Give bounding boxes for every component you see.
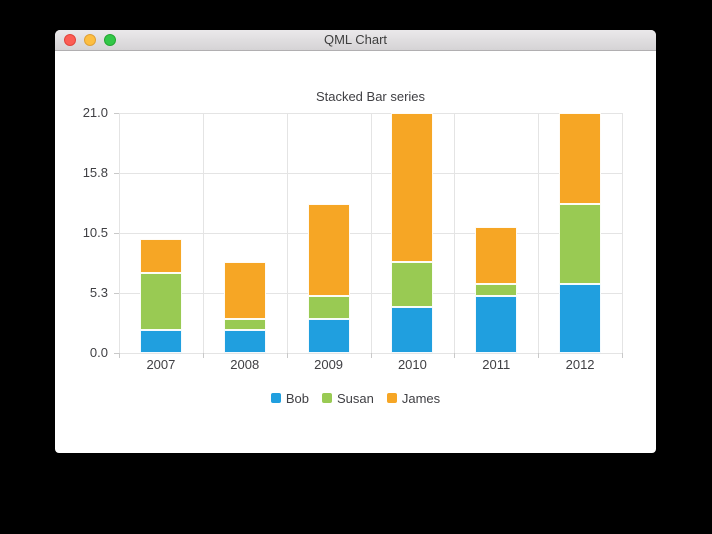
legend-item-bob[interactable]: Bob [271,391,309,406]
bar-segment-2012-bob [559,284,601,353]
v-gridline [538,113,539,353]
x-axis-tick [622,353,623,358]
x-tick-label: 2009 [287,357,371,372]
bar-segment-2010-james [391,113,433,262]
y-tick-label: 21.0 [69,105,108,120]
bar-segment-2007-james [140,239,182,273]
legend-label: James [402,391,440,406]
bar-segment-2010-bob [391,307,433,353]
y-tick-label: 5.3 [69,285,108,300]
bar-segment-2009-susan [308,296,350,319]
legend-marker-bob [271,393,281,403]
bar-segment-2012-susan [559,204,601,284]
v-gridline [454,113,455,353]
x-tick-label: 2011 [454,357,538,372]
v-gridline [287,113,288,353]
x-tick-label: 2008 [203,357,287,372]
v-gridline [119,113,120,353]
legend-item-susan[interactable]: Susan [322,391,374,406]
bar-segment-2012-james [559,113,601,204]
bar-segment-2011-bob [475,296,517,353]
bar-segment-2008-susan [224,319,266,330]
y-tick-label: 10.5 [69,225,108,240]
v-gridline [203,113,204,353]
bar-segment-2010-susan [391,262,433,308]
legend-marker-james [387,393,397,403]
qml-chart-window: QML Chart Stacked Bar series BobSusanJam… [55,30,656,453]
bar-segment-2008-bob [224,330,266,353]
x-tick-label: 2007 [119,357,203,372]
bar-segment-2009-bob [308,319,350,353]
x-tick-label: 2010 [371,357,455,372]
stacked-bar-chart: Stacked Bar series Bob Susan James 0.0 5.3 1… [55,30,656,453]
chart-legend: Bob Susan James [55,390,656,406]
y-tick-label: 0.0 [69,345,108,360]
x-tick-label: 2012 [538,357,622,372]
v-gridline [622,113,623,353]
chart-title: Stacked Bar series [119,89,622,104]
legend-label: Susan [337,391,374,406]
legend-marker-susan [322,393,332,403]
legend-item-james[interactable]: James [387,391,440,406]
bar-segment-2009-james [308,204,350,295]
bar-segment-2007-susan [140,273,182,330]
bar-segment-2011-susan [475,284,517,295]
bar-segment-2008-james [224,262,266,319]
bar-segment-2007-bob [140,330,182,353]
legend-label: Bob [286,391,309,406]
y-tick-label: 15.8 [69,165,108,180]
bar-segment-2011-james [475,227,517,284]
v-gridline [371,113,372,353]
